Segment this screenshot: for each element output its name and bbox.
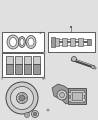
Ellipse shape — [19, 36, 25, 48]
Bar — [78, 38, 83, 46]
Bar — [6, 56, 13, 74]
Bar — [70, 38, 75, 46]
Ellipse shape — [10, 37, 16, 46]
Ellipse shape — [28, 38, 34, 46]
Circle shape — [59, 93, 64, 97]
Circle shape — [83, 99, 85, 101]
Circle shape — [18, 95, 20, 97]
Circle shape — [70, 26, 72, 28]
Bar — [48, 32, 95, 52]
Circle shape — [22, 93, 24, 95]
Ellipse shape — [20, 39, 24, 45]
Bar — [33, 56, 40, 74]
Ellipse shape — [7, 35, 19, 49]
Bar — [72, 92, 82, 100]
Circle shape — [22, 101, 24, 103]
Circle shape — [19, 95, 25, 101]
Bar — [54, 38, 59, 46]
Bar — [70, 90, 84, 102]
Circle shape — [83, 93, 85, 95]
Circle shape — [33, 112, 37, 116]
Bar — [15, 56, 22, 74]
Bar — [68, 88, 86, 104]
Polygon shape — [52, 84, 72, 104]
Circle shape — [47, 109, 49, 111]
Bar — [2, 32, 44, 52]
Circle shape — [24, 113, 29, 117]
Bar — [87, 39, 91, 45]
Circle shape — [43, 52, 45, 54]
Circle shape — [69, 93, 71, 95]
Circle shape — [43, 77, 45, 79]
Bar — [15, 64, 22, 74]
Circle shape — [92, 66, 94, 69]
Circle shape — [25, 97, 27, 99]
Ellipse shape — [26, 36, 36, 48]
Circle shape — [72, 57, 77, 61]
Circle shape — [6, 82, 38, 114]
Circle shape — [69, 99, 71, 101]
Circle shape — [94, 67, 96, 69]
Circle shape — [10, 87, 34, 110]
Bar — [33, 64, 40, 74]
Bar — [2, 53, 44, 77]
Circle shape — [26, 114, 28, 116]
Circle shape — [31, 111, 39, 117]
Bar — [24, 64, 31, 74]
Circle shape — [18, 99, 20, 101]
Circle shape — [16, 92, 28, 104]
Bar — [24, 56, 31, 74]
Bar — [62, 38, 67, 46]
Bar — [51, 37, 55, 47]
Circle shape — [57, 90, 67, 100]
Bar — [6, 64, 13, 74]
